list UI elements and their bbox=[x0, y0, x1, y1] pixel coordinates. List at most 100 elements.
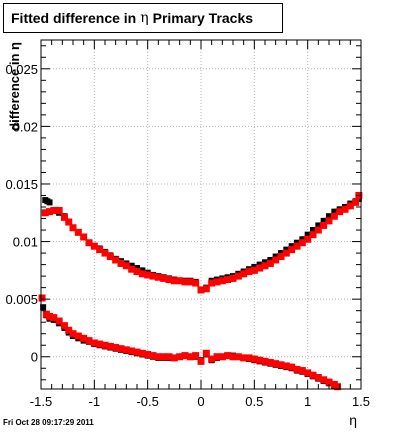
y-tick-label: 0.01 bbox=[13, 235, 38, 250]
x-tick-label: 1 bbox=[304, 394, 311, 409]
title-eta-symbol: η bbox=[140, 10, 149, 26]
fit-point bbox=[80, 334, 88, 342]
fit-point bbox=[202, 285, 210, 293]
chart-title: Fitted difference in η Primary Tracks bbox=[3, 3, 283, 33]
fit-point bbox=[234, 353, 242, 361]
fit-point bbox=[149, 352, 157, 360]
fit-point bbox=[261, 262, 269, 270]
fit-point bbox=[272, 256, 280, 264]
fit-point bbox=[112, 344, 120, 352]
fit-point bbox=[320, 221, 328, 229]
fit-point bbox=[282, 249, 290, 257]
fit-point bbox=[181, 352, 189, 360]
y-tick-label: 0.025 bbox=[5, 62, 38, 77]
fit-point bbox=[304, 235, 312, 243]
fit-point bbox=[208, 355, 216, 363]
fit-point bbox=[170, 354, 178, 362]
fit-point bbox=[160, 353, 168, 361]
title-prefix: Fitted difference in bbox=[11, 10, 137, 26]
y-axis-title: difference in η bbox=[7, 42, 22, 131]
fit-point bbox=[341, 205, 349, 213]
fit-point bbox=[309, 371, 317, 379]
fit-point bbox=[256, 356, 264, 364]
fit-point bbox=[46, 208, 54, 216]
fit-point bbox=[240, 354, 248, 362]
fit-point bbox=[117, 345, 125, 353]
fit-point bbox=[298, 367, 306, 375]
fit-point bbox=[224, 276, 232, 284]
fit-point bbox=[90, 242, 98, 250]
fit-point bbox=[144, 350, 152, 358]
y-tick-label: 0.005 bbox=[5, 292, 38, 307]
fit-point bbox=[165, 353, 173, 361]
x-tick-label: -1 bbox=[89, 394, 101, 409]
fit-point bbox=[176, 353, 184, 361]
fit-point bbox=[55, 317, 63, 325]
fit-point bbox=[218, 353, 226, 361]
fit-point bbox=[106, 342, 114, 350]
fit-point bbox=[60, 213, 68, 221]
fit-point bbox=[170, 277, 178, 285]
fit-point bbox=[85, 337, 93, 345]
fit-point bbox=[122, 262, 130, 270]
fit-point bbox=[60, 322, 68, 330]
fit-point bbox=[314, 226, 322, 234]
fit-point bbox=[96, 340, 104, 348]
fit-point bbox=[218, 277, 226, 285]
data-point bbox=[310, 227, 316, 234]
data-point bbox=[40, 304, 47, 311]
fit-point bbox=[277, 361, 285, 369]
fit-point bbox=[325, 378, 333, 386]
timestamp-footer: Fri Oct 28 09:17:29 2011 bbox=[3, 418, 94, 427]
title-suffix: Primary Tracks bbox=[152, 10, 254, 26]
x-tick-label: 0 bbox=[197, 394, 204, 409]
fit-point bbox=[229, 353, 237, 361]
fit-point bbox=[128, 265, 136, 273]
y-tick-label: 0.02 bbox=[13, 119, 38, 134]
fit-point bbox=[282, 362, 290, 370]
x-tick-label: 0.5 bbox=[245, 394, 263, 409]
fit-point bbox=[192, 352, 200, 360]
y-tick-label: 0.015 bbox=[5, 177, 38, 192]
x-tick-label: -1.5 bbox=[30, 394, 52, 409]
y-tick-label: 0 bbox=[31, 350, 38, 365]
fit-point bbox=[266, 259, 274, 267]
fit-point bbox=[65, 326, 73, 334]
fit-point bbox=[309, 231, 317, 239]
fit-point bbox=[101, 341, 109, 349]
fit-point bbox=[165, 276, 173, 284]
fit-point bbox=[336, 208, 344, 216]
fit-point bbox=[213, 278, 221, 286]
fit-point bbox=[346, 202, 354, 210]
fit-point bbox=[41, 209, 49, 217]
fit-point bbox=[288, 246, 296, 254]
fit-point bbox=[90, 339, 98, 347]
fit-point bbox=[213, 353, 221, 361]
fit-point bbox=[106, 253, 114, 261]
fit-point bbox=[128, 347, 136, 355]
fit-point bbox=[325, 217, 333, 225]
fit-point bbox=[149, 272, 157, 280]
fit-point bbox=[250, 355, 258, 363]
fit-point bbox=[293, 242, 301, 250]
fit-point bbox=[197, 357, 205, 365]
fit-point bbox=[117, 259, 125, 267]
fit-point bbox=[186, 353, 194, 361]
data-point bbox=[315, 222, 322, 229]
fit-point bbox=[85, 239, 93, 247]
fit-point bbox=[65, 218, 73, 226]
fit-point bbox=[261, 357, 269, 365]
fit-point bbox=[69, 224, 77, 232]
fit-point bbox=[245, 268, 253, 276]
fit-point bbox=[256, 264, 264, 272]
fit-point bbox=[176, 277, 184, 285]
fit-point bbox=[272, 360, 280, 368]
fit-point bbox=[69, 330, 77, 338]
fit-point bbox=[250, 266, 258, 274]
fit-point bbox=[334, 383, 342, 391]
fit-point bbox=[133, 348, 141, 356]
fit-point bbox=[208, 279, 216, 287]
fit-point bbox=[133, 268, 141, 276]
fit-point bbox=[266, 359, 274, 367]
